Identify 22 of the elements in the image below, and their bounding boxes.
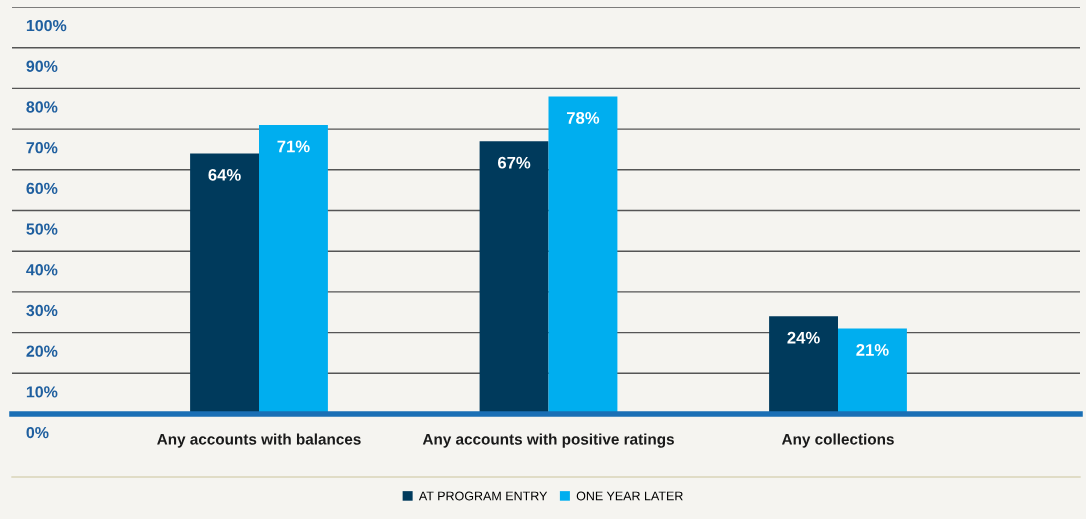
data-label: 67% [497,156,531,169]
y-tick-label: 30% [26,304,58,317]
y-tick-label: 70% [26,142,58,154]
y-tick-label: 50% [26,223,58,235]
y-tick-label: 40% [26,264,58,276]
data-label: 71% [277,140,310,153]
data-label: 78% [566,112,600,124]
x-tick-label: Any collections [781,433,894,448]
x-tick-label: Any accounts with positive ratings [422,433,674,448]
legend-label: ONE YEAR LATER [576,491,683,501]
data-label: 21% [856,343,889,356]
y-tick-label: 80% [26,101,58,113]
legend-label: AT PROGRAM ENTRY [418,491,548,501]
y-tick-label: 10% [26,386,58,398]
data-label: 24% [787,331,820,344]
y-tick-label: 100% [26,19,67,32]
y-tick-label: 20% [26,345,58,357]
x-tick-label: Any accounts with balances [157,433,361,448]
y-tick-label: 90% [26,60,58,72]
data-label: 64% [208,168,241,181]
y-tick-label: 0% [26,426,49,439]
y-tick-label: 60% [26,182,58,195]
